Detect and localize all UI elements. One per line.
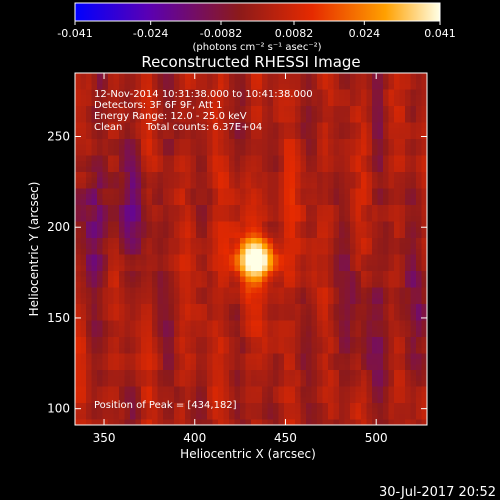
footer-timestamp: 30-Jul-2017 20:52 xyxy=(379,485,496,500)
plot-frame xyxy=(74,72,428,426)
time-range-label: 12-Nov-2014 10:31:38.000 to 10:41:38.000 xyxy=(94,89,313,100)
detectors-label: Detectors: 3F 6F 9F, Att 1 xyxy=(94,100,222,111)
clean-label: Clean xyxy=(94,122,122,133)
colorbar-tick-label: 0.024 xyxy=(349,27,381,40)
energy-range-label: Energy Range: 12.0 - 25.0 keV xyxy=(94,111,247,122)
colorbar-gradient xyxy=(74,2,441,22)
x-axis-ticks: 350 400 450 500 xyxy=(93,73,388,445)
colorbar-tick-label: -0.0082 xyxy=(200,27,242,40)
x-tick-label: 350 xyxy=(93,431,116,445)
chart-title: Reconstructed RHESSI Image xyxy=(141,53,360,71)
y-axis-label: Heliocentric Y (arcsec) xyxy=(27,182,41,317)
y-axis-ticks: 100 150 200 250 xyxy=(47,130,427,416)
plot-area: 350 400 450 500 100 150 200 250 xyxy=(47,72,428,445)
x-tick-label: 450 xyxy=(274,431,297,445)
y-tick-label: 100 xyxy=(47,402,70,416)
heatmap-image xyxy=(75,73,427,425)
colorbar-units: (photons cm⁻² s⁻¹ asec⁻²) xyxy=(192,42,321,53)
total-counts-label: Total counts: 6.37E+04 xyxy=(145,122,262,133)
colorbar-tick-label: 0.0082 xyxy=(275,27,314,40)
annotations: 12-Nov-2014 10:31:38.000 to 10:41:38.000… xyxy=(94,89,313,411)
x-axis-label: Heliocentric X (arcsec) xyxy=(180,447,316,461)
y-tick-label: 200 xyxy=(47,220,70,234)
x-tick-label: 400 xyxy=(183,431,206,445)
x-tick-label: 500 xyxy=(365,431,388,445)
colorbar-tick-label: 0.041 xyxy=(424,27,456,40)
y-tick-label: 150 xyxy=(47,311,70,325)
peak-position-label: Position of Peak = [434,182] xyxy=(94,400,237,411)
colorbar-tick-label: -0.024 xyxy=(133,27,168,40)
y-tick-label: 250 xyxy=(47,130,70,144)
colorbar-tick-label: -0.041 xyxy=(57,27,92,40)
colorbar-ticks: -0.041 -0.024 -0.0082 0.0082 0.024 0.041 xyxy=(57,21,456,40)
colorbar: -0.041 -0.024 -0.0082 0.0082 0.024 0.041 (pho… xyxy=(57,2,456,53)
